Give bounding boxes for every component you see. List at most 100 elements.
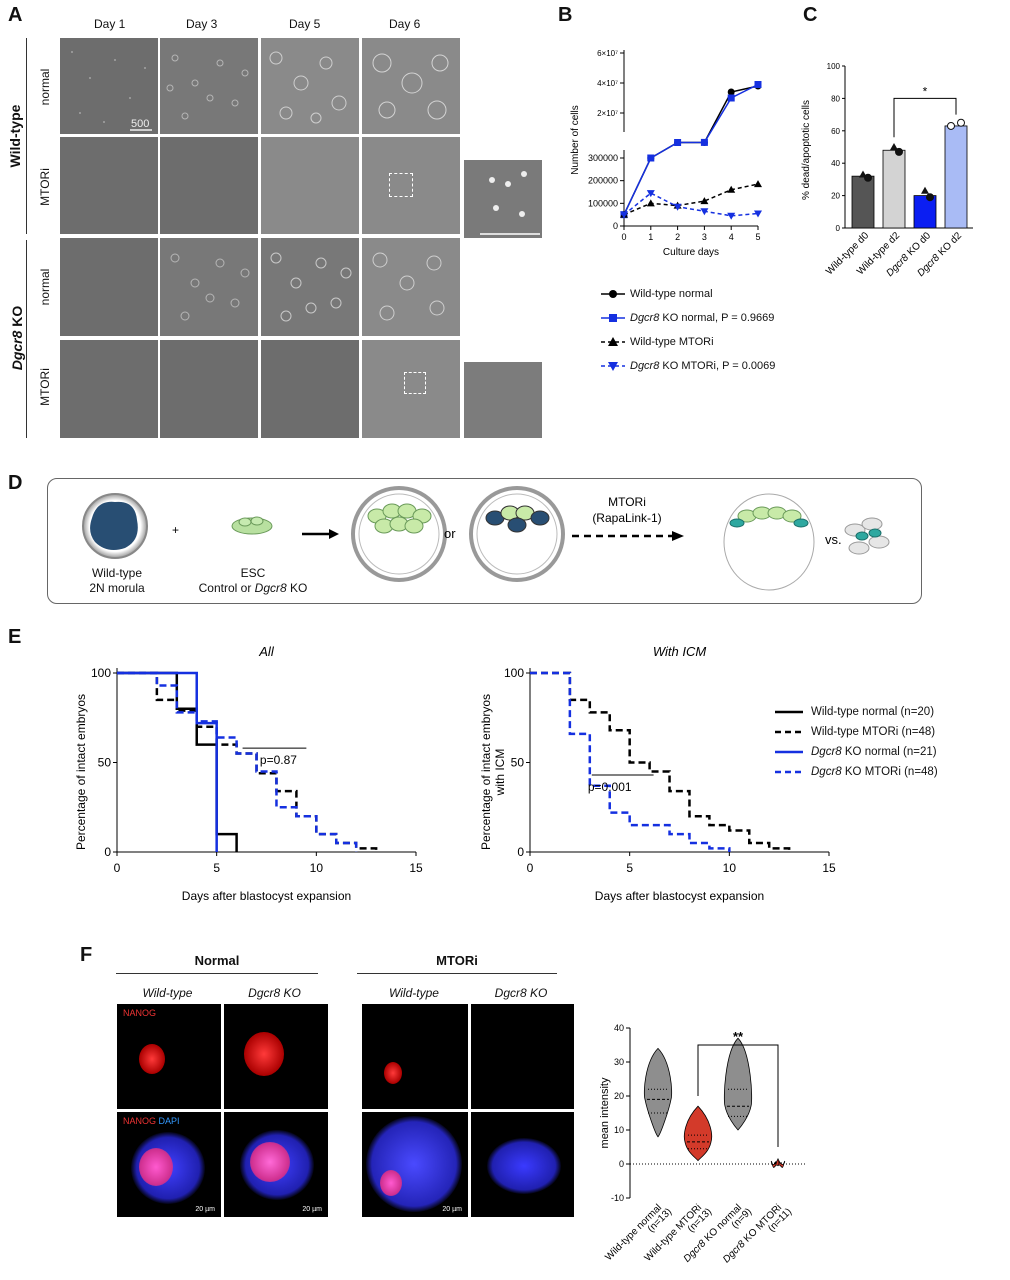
b-xtick-label: 4 <box>729 232 734 242</box>
row-label-mtori-1: MTORi <box>38 168 52 206</box>
schematic-box <box>47 478 922 604</box>
e-ytick-label: 50 <box>511 756 525 770</box>
e-ylabel-1: Percentage of intact embryos <box>479 694 493 850</box>
hatched-blastocyst-icon <box>723 493 815 591</box>
mtori-line1: MTORi <box>608 495 646 509</box>
e-xtick-label: 15 <box>409 861 423 875</box>
scale-text-3: 20 µm <box>442 1206 462 1213</box>
e-xtick-label: 15 <box>822 861 836 875</box>
c-ytick-label: 40 <box>831 159 840 168</box>
arrow-head-icon <box>329 529 339 539</box>
b-point <box>727 94 735 102</box>
e-legend-item: Wild-type MTORi (n=48) <box>775 722 1005 742</box>
e-p-text: p=0.001 <box>588 780 632 794</box>
esc-label-2a: Control or <box>198 581 255 595</box>
row-label-mtori-2: MTORi <box>38 368 52 406</box>
esc-label-2b: Dgcr8 <box>254 581 287 595</box>
e-ylabel: Percentage of intact embryos <box>74 694 88 850</box>
e-legend-text: Wild-type normal (n=20) <box>811 706 935 718</box>
scale-text-1: 20 µm <box>195 1206 215 1213</box>
esc-label-2c: KO <box>286 581 308 595</box>
e-legend-text: Wild-type MTORi (n=48) <box>811 726 936 738</box>
c-bar <box>882 149 906 229</box>
b-legend-marker <box>608 362 618 371</box>
morula-label: Wild-type 2N morula <box>72 566 162 596</box>
day-5-label: Day 5 <box>289 17 321 31</box>
e-legend-item: Dgcr8 KO MTORi (n=48) <box>775 762 1005 782</box>
c-ylabel: % dead/apoptotic cells <box>801 100 812 200</box>
e-legend-text: Dgcr8 KO normal (n=21) <box>811 746 937 758</box>
schematic-diagram: + or MTORi (RapaLink-1) vs. <box>82 486 890 591</box>
chart-e-legend: Wild-type normal (n=20) Wild-type MTORi (… <box>775 702 1005 782</box>
b-legend-item: Dgcr8 KO normal, P = 0.9669 <box>600 306 820 330</box>
e-xtick-label: 10 <box>310 861 324 875</box>
c-point <box>921 186 929 194</box>
b-legend-item: Wild-type normal <box>600 282 820 306</box>
e-legend-swatch <box>775 750 803 754</box>
b-ytick-label: 100000 <box>588 198 618 208</box>
e-legend-swatch <box>775 710 803 714</box>
e-legend-text: Dgcr8 KO MTORi (n=48) <box>811 766 938 778</box>
f-ytick-label: 20 <box>614 1091 624 1101</box>
col-wt-mtori: Wild-type <box>389 986 439 1000</box>
chart-b: 0 100000 200000 300000 2×10⁷ 4×10⁷ 6×10⁷ 0 1 2 3 4 5… <box>570 49 762 258</box>
group-bracket-ko <box>26 240 27 438</box>
group-bracket-wt <box>26 38 27 234</box>
panel-label-b: B <box>558 4 573 26</box>
c-point <box>890 143 898 150</box>
esc-label: ESC Control or Dgcr8 KO <box>188 566 318 596</box>
f-ytick-label: 10 <box>614 1125 624 1135</box>
c-point <box>895 147 903 156</box>
b-xtick-label: 1 <box>648 232 653 242</box>
c-point <box>947 121 955 130</box>
b-series-line <box>623 83 759 215</box>
b-xtick-label: 0 <box>621 232 626 242</box>
e-legend-item: Wild-type normal (n=20) <box>775 702 1005 722</box>
b-series-line <box>623 192 759 217</box>
f-violin <box>723 1037 753 1131</box>
b-point <box>646 199 655 207</box>
micrograph-wt-mtori-zoom <box>464 160 542 238</box>
b-ytick-label: 0 <box>613 221 618 231</box>
micrograph-ko-normal-d6 <box>362 238 460 336</box>
b-xtick-label: 2 <box>675 232 680 242</box>
e-series-line <box>117 671 218 852</box>
f-violin <box>683 1105 713 1162</box>
mtori-header: MTORi <box>357 953 557 974</box>
b-ytick-label: 200000 <box>588 176 618 186</box>
b-point <box>646 190 655 198</box>
b-xtick-label: 5 <box>755 232 760 242</box>
e-xtick-label: 10 <box>723 861 737 875</box>
b-point <box>727 212 736 220</box>
e-ylabel-2: with ICM <box>493 749 507 797</box>
c-ytick-label: 0 <box>836 224 841 233</box>
micrograph-ko-mtori-d3 <box>160 340 258 438</box>
c-bar <box>851 175 875 229</box>
b-legend-text: Dgcr8 KO normal, P = 0.9669 <box>630 312 775 324</box>
e-title: All <box>258 644 275 659</box>
plus-sign: + <box>172 523 179 537</box>
esc-label-1: ESC <box>240 566 266 580</box>
f-ytick-label: 0 <box>619 1159 624 1169</box>
chart-e-all: 0 50 100 0 5 10 15 Days after blastocyst expans… <box>74 644 423 903</box>
c-bar <box>944 125 968 229</box>
f-violin <box>643 1047 673 1138</box>
vs-text: vs. <box>825 532 842 547</box>
f-sig-bracket <box>697 1044 779 1147</box>
day-3-label: Day 3 <box>186 17 218 31</box>
b-point <box>673 203 682 211</box>
day-6-label: Day 6 <box>389 17 421 31</box>
micrograph-ko-normal-d5 <box>261 238 359 336</box>
confocal-wt-mtori-nanog <box>362 1004 468 1109</box>
b-ytick-label: 6×10⁷ <box>597 49 618 58</box>
confocal-wt-mtori-merge: 20 µm <box>362 1112 468 1217</box>
f-violin <box>770 1157 786 1168</box>
group-label-dgcr8-ko: Dgcr8 KO <box>9 293 25 383</box>
b-xtick-label: 3 <box>702 232 707 242</box>
group-ko-gene: Dgcr8 <box>9 330 25 371</box>
b-ytick-label: 300000 <box>588 153 618 163</box>
morula-icon <box>82 493 148 559</box>
b-series-line <box>623 85 759 215</box>
b-point <box>700 138 708 146</box>
e-ytick-label: 0 <box>517 845 524 859</box>
